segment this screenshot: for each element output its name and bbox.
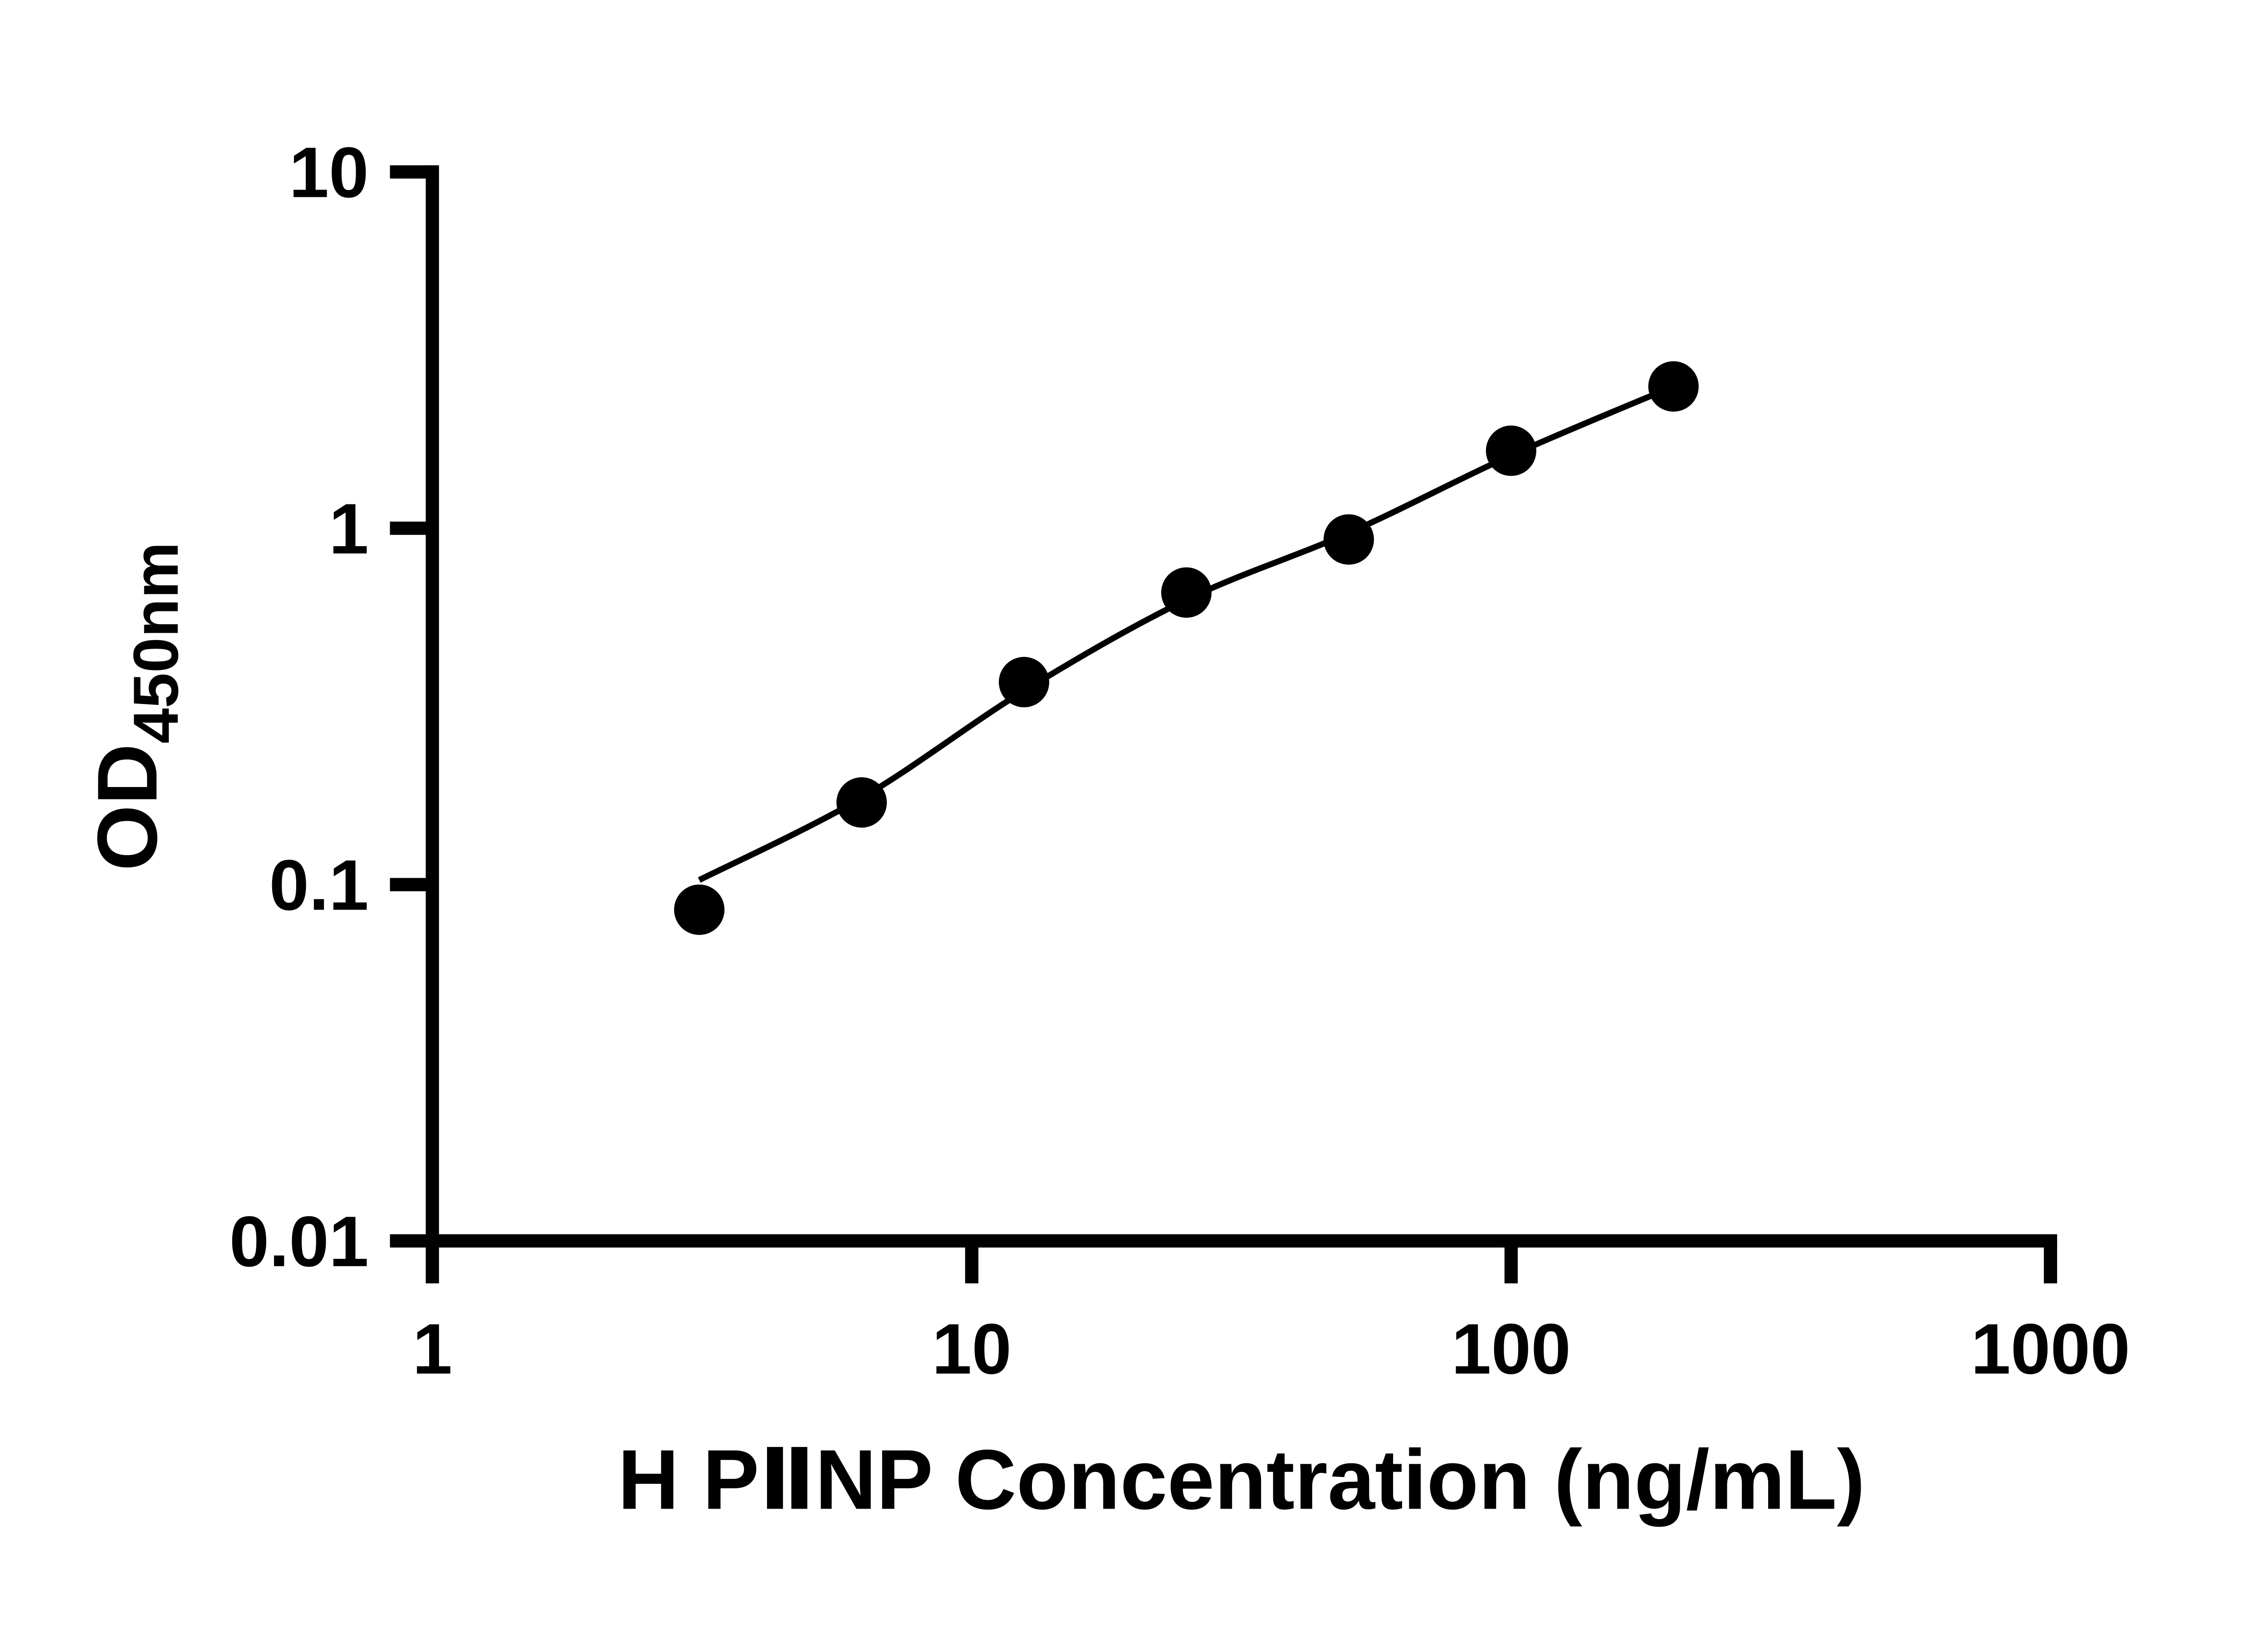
- data-point: [836, 777, 887, 828]
- x-tick-label: 1000: [1971, 1309, 2130, 1389]
- y-tick-label: 0.01: [230, 1202, 369, 1281]
- data-point: [1486, 425, 1536, 476]
- x-tick-label: 10: [932, 1309, 1012, 1389]
- y-tick-label: 0.1: [269, 846, 368, 925]
- data-point: [998, 657, 1050, 708]
- y-axis-title: OD450nm: [80, 542, 191, 871]
- y-tick-label: 10: [289, 133, 369, 213]
- data-point: [674, 884, 725, 935]
- axes: [425, 165, 2058, 1248]
- y-axis-title-subscript: 450nm: [120, 542, 191, 744]
- y-axis-title-main: OD: [80, 743, 175, 871]
- x-tick-label: 1: [412, 1309, 452, 1389]
- data-point: [1323, 514, 1374, 565]
- plot-layer: 10 1 0.1 0.01 1 10 100 1000: [230, 133, 2130, 1389]
- data-point: [1648, 361, 1699, 412]
- data-point: [1161, 567, 1212, 618]
- y-tick-label: 1: [329, 489, 369, 569]
- x-axis-title: H PⅡNP Concentration (ng/mL): [618, 1432, 1865, 1527]
- x-tick-label: 100: [1452, 1309, 1571, 1389]
